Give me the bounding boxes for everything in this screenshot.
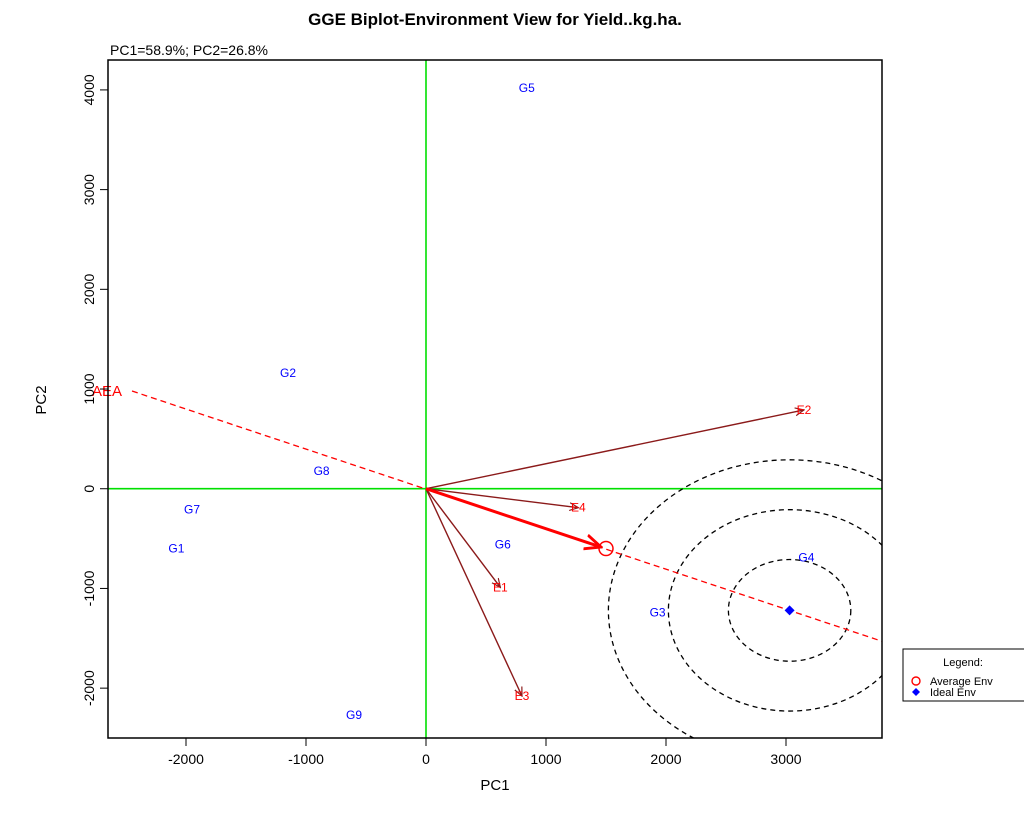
environment-label-e2: E2 xyxy=(797,403,812,417)
legend-ideal-env-label: Ideal Env xyxy=(930,687,976,699)
environment-vector-e4 xyxy=(425,488,578,508)
average-env-marker xyxy=(598,540,614,557)
x-tick-label: -2000 xyxy=(168,751,204,767)
environment-vector-e1 xyxy=(425,488,500,588)
genotype-label-g9: G9 xyxy=(346,708,362,722)
x-tick-label: 3000 xyxy=(770,751,801,767)
environment-vector-e2 xyxy=(425,410,804,490)
ideal-circle-3 xyxy=(607,459,882,738)
legend-title: Legend: xyxy=(943,657,983,669)
environment-vector-e3 xyxy=(425,488,523,696)
average-env-vector xyxy=(425,487,601,547)
x-tick-label: 0 xyxy=(422,751,430,767)
chart-title: GGE Biplot-Environment View for Yield..k… xyxy=(308,10,682,29)
ideal-env-marker xyxy=(784,605,795,616)
y-tick-label: 4000 xyxy=(81,74,97,105)
genotype-label-g1: G1 xyxy=(168,542,184,556)
genotype-label-g4: G4 xyxy=(798,551,814,565)
x-tick-label: 1000 xyxy=(530,751,561,767)
y-tick-label: -1000 xyxy=(81,570,97,606)
genotype-label-g2: G2 xyxy=(280,366,296,380)
x-tick-label: -1000 xyxy=(288,751,324,767)
genotype-label-g5: G5 xyxy=(519,81,535,95)
legend: Legend: Average Env Ideal Env xyxy=(902,648,1024,702)
legend-ideal-env-marker xyxy=(912,688,920,696)
chart-subtitle: PC1=58.9%; PC2=26.8% xyxy=(110,42,268,58)
plot-labels: G1 G2 G3 G4 G5 G6 G7 G8 G9 E1 E2 E3 E4 AEA xyxy=(92,81,815,722)
y-axis-label: PC2 xyxy=(33,385,50,414)
y-tick-label: 2000 xyxy=(81,274,97,305)
ideal-circle-1 xyxy=(727,558,852,662)
y-tick-label: 0 xyxy=(81,485,97,493)
genotype-label-g8: G8 xyxy=(314,464,330,478)
environment-label-e4: E4 xyxy=(571,501,586,515)
plot-area xyxy=(108,60,882,738)
environment-label-e3: E3 xyxy=(515,689,530,703)
x-tick-label: 2000 xyxy=(650,751,681,767)
y-tick-label: 3000 xyxy=(81,174,97,205)
environment-label-e1: E1 xyxy=(493,580,508,594)
genotype-label-g6: G6 xyxy=(495,538,511,552)
y-tick-label: 1000 xyxy=(81,373,97,404)
ideal-circle-2 xyxy=(667,509,882,712)
legend-average-env-marker xyxy=(911,676,921,686)
aea-label: AEA xyxy=(92,383,122,400)
legend-box xyxy=(902,648,1024,702)
genotype-label-g7: G7 xyxy=(184,503,200,517)
plot-frame xyxy=(107,59,883,739)
genotype-label-g3: G3 xyxy=(650,605,666,619)
y-tick-label: -2000 xyxy=(81,670,97,706)
axes: -2000 -1000 0 1000 2000 3000 -2000 -1000 0 1000 20… xyxy=(81,74,802,767)
x-axis-label: PC1 xyxy=(480,777,509,794)
legend-average-env-label: Average Env xyxy=(930,676,993,688)
